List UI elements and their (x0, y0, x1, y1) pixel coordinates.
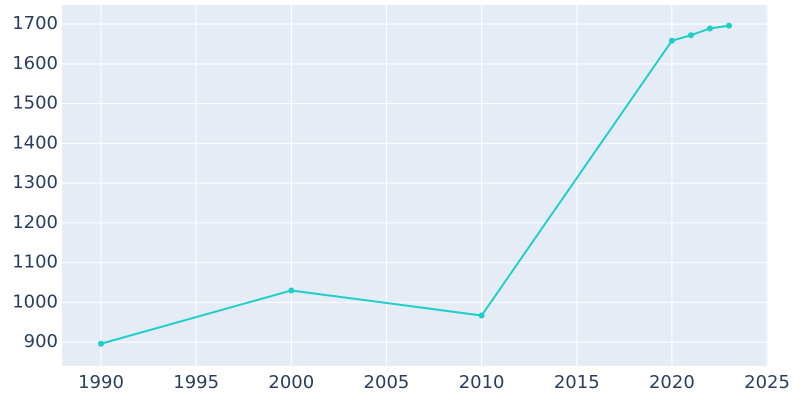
point (706, 25, 713, 32)
x-tick-label: 1995 (173, 372, 219, 393)
y-tick-label: 1000 (12, 291, 58, 312)
y-tick-label: 1400 (12, 132, 58, 153)
x-tick-label: 2000 (268, 372, 314, 393)
x-tick-label: 2010 (459, 372, 505, 393)
plot-background (62, 5, 768, 366)
point (98, 340, 105, 347)
x-tick-label: 1990 (78, 372, 124, 393)
point (478, 312, 485, 319)
y-tick-label: 1600 (12, 53, 58, 74)
x-tick-label: 2020 (649, 372, 695, 393)
y-tick-label: 900 (24, 331, 58, 352)
point (288, 287, 295, 294)
y-tick-label: 1700 (12, 13, 58, 34)
point (687, 32, 694, 39)
point (725, 22, 732, 29)
x-tick-label: 2015 (554, 372, 600, 393)
x-tick-label: 2025 (744, 372, 790, 393)
x-tick-label: 2005 (364, 372, 410, 393)
y-tick-label: 1200 (12, 212, 58, 233)
y-tick-label: 1100 (12, 252, 58, 273)
y-tick-label: 1300 (12, 172, 58, 193)
point (668, 37, 675, 44)
y-tick-label: 1500 (12, 93, 58, 114)
